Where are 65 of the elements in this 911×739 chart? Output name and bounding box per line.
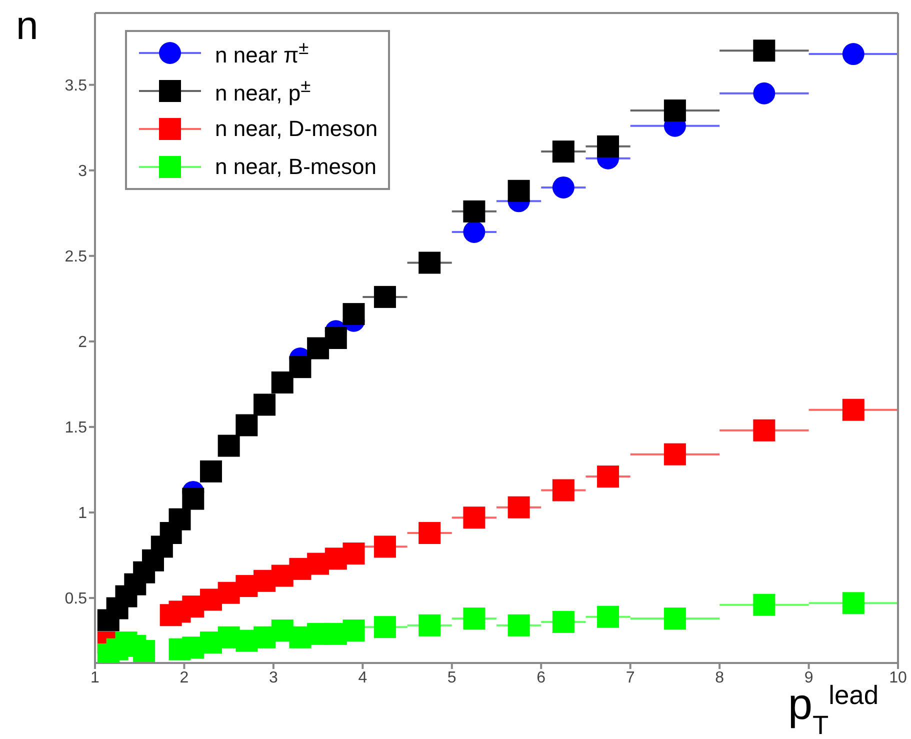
point	[842, 398, 864, 421]
point	[182, 488, 204, 510]
y-tick-label: 3.5	[64, 78, 88, 95]
x-tick-label: 7	[626, 669, 635, 686]
y-tick-label: 0.5	[64, 590, 88, 608]
point	[463, 220, 486, 243]
point	[597, 135, 620, 158]
point	[552, 140, 574, 163]
x-tick-label: 10	[889, 669, 907, 686]
point	[753, 419, 776, 442]
point	[508, 496, 530, 518]
x-tick-label: 2	[180, 669, 189, 686]
point	[168, 508, 191, 530]
point	[552, 479, 574, 502]
point	[271, 371, 294, 394]
point	[597, 466, 620, 488]
point	[289, 356, 312, 378]
point	[842, 592, 864, 614]
point	[552, 610, 574, 633]
point	[463, 608, 486, 630]
point	[552, 176, 574, 198]
point	[842, 43, 864, 66]
point	[418, 614, 441, 636]
x-tick-label: 8	[715, 669, 724, 686]
point	[418, 252, 441, 274]
point	[374, 616, 396, 638]
point	[254, 394, 276, 416]
x-tick-label: 3	[268, 669, 278, 686]
point	[342, 303, 365, 326]
point	[463, 506, 486, 529]
point	[753, 82, 776, 104]
point	[200, 460, 222, 482]
y-tick-label: 1.5	[64, 420, 88, 437]
point	[374, 286, 396, 308]
y-tick-label: 3	[78, 163, 88, 180]
point	[753, 594, 776, 616]
y-axis-title: n	[16, 4, 38, 48]
point	[324, 327, 347, 349]
point	[218, 434, 240, 457]
point	[463, 200, 486, 222]
point	[236, 414, 258, 436]
y-tick-label: 2	[78, 334, 88, 352]
y-tick-label: 2.5	[64, 248, 88, 266]
x-tick-label: 5	[447, 669, 456, 686]
point	[597, 606, 620, 628]
legend-label: n near π$^{±}$	[215, 37, 309, 69]
point	[664, 443, 686, 466]
legend-label: n near, p$^{±}$	[215, 75, 311, 107]
point	[307, 337, 330, 360]
x-tick-label: 9	[804, 669, 814, 686]
point	[374, 536, 396, 558]
point	[508, 180, 530, 202]
point	[342, 542, 365, 565]
point	[664, 100, 686, 122]
point	[664, 608, 686, 630]
point	[508, 614, 530, 636]
x-tick-label: 4	[358, 669, 368, 686]
point	[342, 620, 365, 642]
point	[418, 522, 441, 544]
y-tick-label: 1	[78, 505, 88, 522]
x-tick-label: 1	[90, 669, 100, 686]
x-tick-label: 6	[536, 669, 546, 686]
legend-label: n near, D-meson	[215, 116, 378, 142]
point	[753, 40, 776, 62]
legend-label: n near, B-meson	[215, 154, 376, 180]
